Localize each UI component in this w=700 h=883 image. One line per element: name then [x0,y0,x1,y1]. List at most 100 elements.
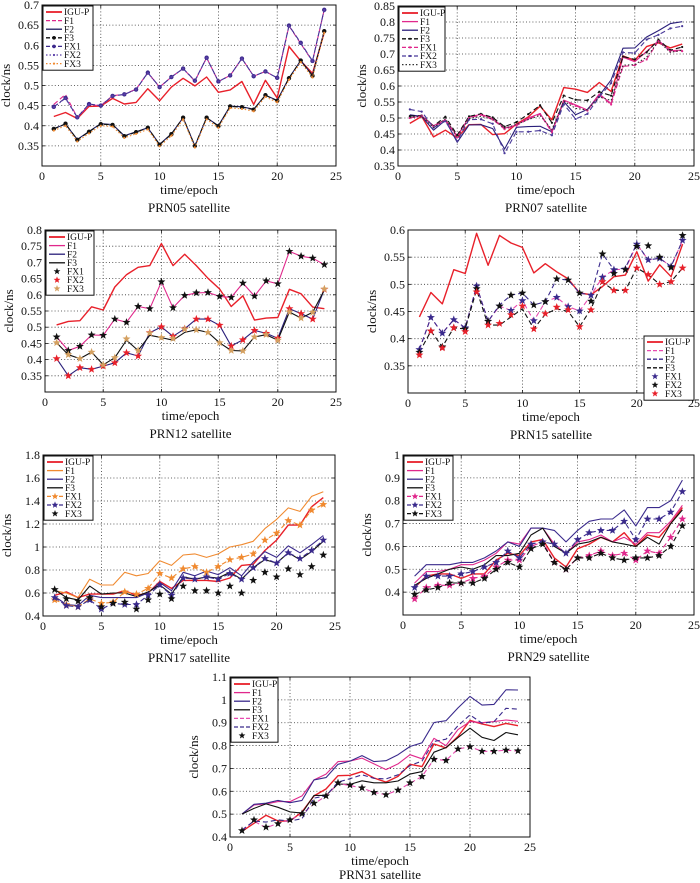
data-point [260,535,269,544]
data-point [518,296,527,304]
data-point [240,57,244,60]
data-point [678,487,687,495]
data-point [225,581,234,590]
legend-marker [53,276,61,283]
legend-item-fx2: FX2 [47,501,82,511]
data-point [307,546,316,554]
series-fx1 [50,500,328,611]
data-point [678,236,687,244]
legend-label: FX3 [65,510,82,520]
legend-item-fx3: FX3 [402,61,437,71]
data-point [620,555,629,564]
x-axis-label: time/epoch [517,182,575,197]
data-point [621,265,630,274]
data-point [479,118,482,121]
data-point [503,152,506,155]
legend-marker [651,390,659,397]
data-point [87,347,96,356]
data-point [346,780,354,789]
x-axis-label: time/epoch [160,632,218,647]
panel-prn29: 0 5 10 15 20 25 0.4 0.5 0.6 0.7 0.8 0.9 1 time/epoch c… [359,448,700,664]
data-point [308,314,317,323]
legend-label: F3 [67,259,77,269]
series-fx2 [410,487,687,591]
legend-item-fx2: FX2 [53,276,84,286]
data-point [575,306,584,315]
legend-label: FX3 [252,732,269,742]
data-point [155,589,164,598]
data-point [666,507,675,516]
series-line-fx1 [414,518,683,600]
series-fx1 [52,247,329,354]
data-point [456,136,459,139]
legend-item-fx2: FX2 [46,51,81,61]
data-point [50,593,59,601]
y-axis-label: clock/ns [0,64,13,107]
legend-label: IGU-P [665,338,690,348]
legend-item-f2: F2 [234,697,262,707]
data-point [550,539,559,548]
data-point [260,554,269,562]
data-point [655,514,664,523]
data-point [227,293,236,301]
x-tick-label: 5 [100,395,106,409]
x-axis: 0 5 10 15 20 25 [395,6,700,183]
data-point [215,292,224,300]
data-point [438,329,447,337]
y-tick-label: 0.35 [18,139,39,153]
data-point [62,601,71,609]
y-axis: 0.35 0.4 0.45 0.5 0.55 0.6 [384,223,694,373]
y-tick-label: 0.35 [384,359,405,373]
data-point [132,600,141,608]
data-point [503,128,506,131]
data-point [307,562,316,570]
data-point [586,99,589,102]
legend-label: FX2 [64,51,81,61]
data-point [394,785,402,794]
data-point [123,136,126,139]
legend-label: IGU-P [425,458,450,468]
y-tick-label: 0.8 [380,15,395,29]
series-line-fx2 [414,491,683,588]
data-point [518,288,527,297]
y-tick-label: 0.7 [212,761,227,775]
data-point [157,277,166,286]
x-axis-label: time/epoch [520,631,578,646]
legend-label: FX3 [425,510,442,520]
legend-item-fx1: FX1 [53,268,84,278]
series-line-igu-p [418,232,684,318]
data-point [503,546,512,555]
data-point [495,319,504,327]
x-tick-label: 20 [629,169,641,183]
data-point [334,778,342,787]
y-tick-label: 0.85 [374,0,395,13]
legend-label: F1 [425,467,435,477]
y-tick-label: 0.8 [212,739,227,753]
legend-label: IGU-P [64,8,89,18]
data-point [252,75,255,78]
data-point [478,747,486,755]
data-point [262,276,271,285]
legend-item-f3: F3 [49,259,77,269]
legend-marker [411,501,419,508]
data-point [52,354,61,362]
data-point [296,570,304,578]
y-tick-label: 0.55 [374,95,395,109]
data-point [238,826,246,834]
data-point [299,61,302,64]
legend-label: F3 [665,364,675,374]
legend-label: F3 [65,484,75,494]
legend-marker [408,37,412,40]
legend-item-f1: F1 [407,467,435,477]
data-point [620,549,629,557]
data-point [669,27,672,30]
data-point [433,583,442,591]
legend-item-fx3: FX3 [238,732,269,742]
x-tick-label: 10 [154,619,166,633]
data-point [527,113,530,116]
x-tick-label: 25 [330,169,342,183]
y-tick-label: 0.55 [18,58,39,72]
x-tick-label: 15 [572,618,584,632]
data-point [406,778,414,787]
